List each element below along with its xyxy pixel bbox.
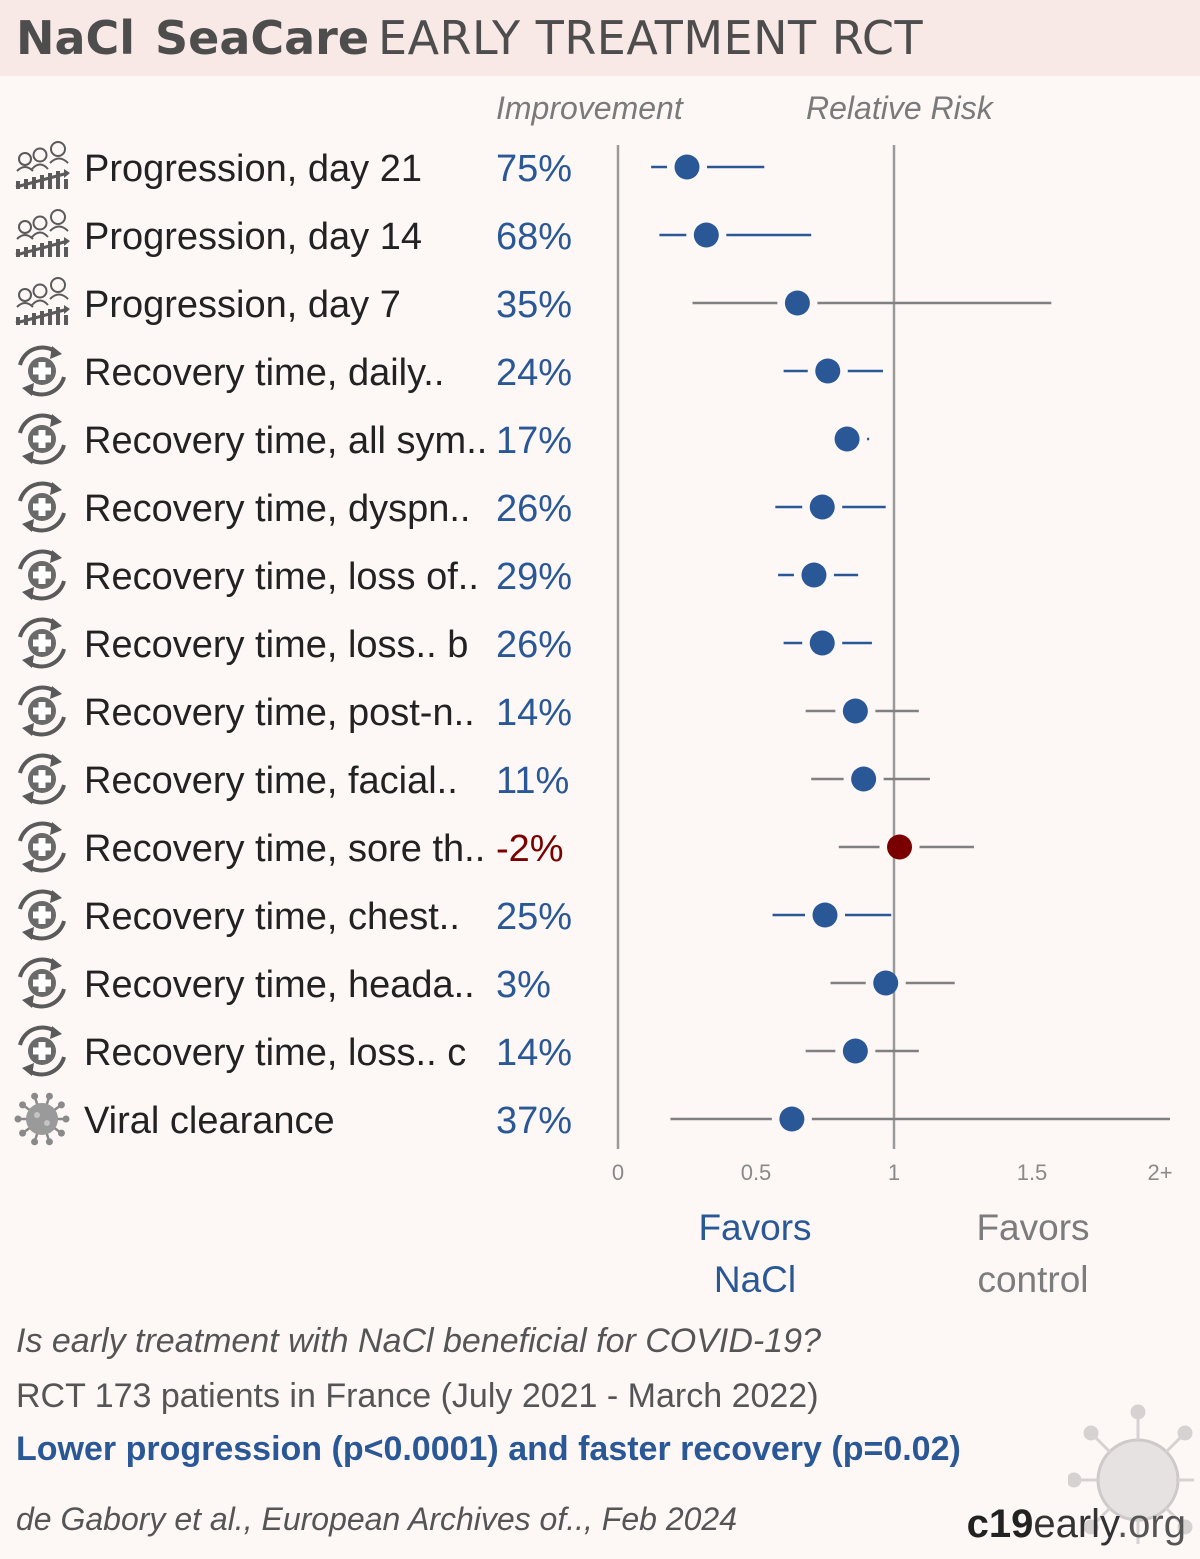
recovery-icon (18, 617, 66, 669)
trial-name: SeaCare (155, 11, 370, 65)
row-label: Recovery time, facial.. (84, 760, 458, 802)
x-tick-label: 0 (612, 1160, 624, 1185)
study-design: RCT 173 patients in France (July 2021 - … (16, 1377, 819, 1415)
row-label: Recovery time, daily.. (84, 352, 444, 394)
x-tick-label: 0.5 (741, 1160, 772, 1185)
point-estimate (812, 902, 838, 928)
row-label: Recovery time, chest.. (84, 896, 460, 938)
row-label: Recovery time, loss of.. (84, 556, 479, 598)
row-improvement: 35% (496, 284, 572, 326)
row-label: Recovery time, loss.. b (84, 624, 468, 666)
progression-icon (15, 277, 70, 325)
point-estimate (815, 358, 841, 384)
point-estimate (674, 154, 700, 180)
row-label: Recovery time, heada.. (84, 964, 475, 1006)
point-estimate (784, 290, 810, 316)
row-improvement: 14% (496, 692, 572, 734)
recovery-icon (18, 1025, 66, 1077)
brand-tld: .org (1117, 1502, 1186, 1546)
point-estimate (801, 562, 827, 588)
brand-bold: c19 (966, 1502, 1034, 1546)
point-estimate (834, 426, 860, 452)
row-improvement: 3% (496, 964, 551, 1006)
recovery-icon (18, 889, 66, 941)
row-improvement: 68% (496, 216, 572, 258)
recovery-icon (18, 345, 66, 397)
row-improvement: 37% (496, 1100, 572, 1142)
favors-treatment-line2: NaCl (713, 1259, 797, 1300)
row-improvement: 75% (496, 148, 572, 190)
progression-icon (15, 209, 70, 257)
point-estimate (779, 1106, 805, 1132)
row-improvement: 26% (496, 624, 572, 666)
relative-risk-column-header: Relative Risk (806, 90, 993, 126)
point-estimate (809, 630, 835, 656)
row-improvement: 14% (496, 1032, 572, 1074)
recovery-icon (18, 685, 66, 737)
recovery-icon (18, 413, 66, 465)
row-improvement: 24% (496, 352, 572, 394)
favors-treatment-label: Favors NaCl (645, 1202, 865, 1306)
virus-icon (14, 1092, 70, 1146)
recovery-icon (18, 481, 66, 533)
point-estimate (693, 222, 719, 248)
x-tick-label: 2+ (1147, 1160, 1172, 1185)
x-tick-label: 1 (888, 1160, 900, 1185)
row-label: Recovery time, dyspn.. (84, 488, 470, 530)
study-citation: de Gabory et al., European Archives of..… (16, 1501, 738, 1537)
improvement-column-header: Improvement (496, 90, 683, 126)
row-label: Progression, day 14 (84, 216, 422, 258)
row-improvement: 29% (496, 556, 572, 598)
point-estimate (873, 970, 899, 996)
progression-icon (15, 141, 70, 189)
recovery-icon (18, 753, 66, 805)
row-label: Progression, day 7 (84, 284, 401, 326)
recovery-icon (18, 821, 66, 873)
virus-watermark-icon (1068, 1404, 1194, 1544)
favors-control-line1: Favors (976, 1207, 1090, 1248)
row-label: Recovery time, loss.. c (84, 1032, 466, 1074)
brand-logo: c19early.org (967, 1500, 1186, 1548)
study-question: Is early treatment with NaCl beneficial … (16, 1322, 821, 1360)
forest-plot: 0 0.5 1 1.5 2+ Progression, day 21 75% Progress… (14, 141, 1173, 1185)
row-improvement: 17% (496, 420, 572, 462)
title-bar: NaCl SeaCare EARLY TREATMENT RCT (0, 0, 1200, 76)
brand-rest: early (1033, 1502, 1118, 1546)
point-estimate (809, 494, 835, 520)
point-estimate (887, 834, 913, 860)
point-estimate (842, 1038, 868, 1064)
row-label: Recovery time, sore th.. (84, 828, 485, 870)
point-estimate (851, 766, 877, 792)
row-label: Progression, day 21 (84, 148, 422, 190)
row-improvement: 26% (496, 488, 572, 530)
row-label: Recovery time, post-n.. (84, 692, 475, 734)
recovery-icon (18, 549, 66, 601)
favors-control-line2: control (977, 1259, 1089, 1300)
row-improvement: 25% (496, 896, 572, 938)
drug-name: NaCl (16, 11, 136, 65)
study-result: Lower progression (p<0.0001) and faster … (16, 1430, 961, 1468)
row-label: Viral clearance (84, 1100, 335, 1142)
point-estimate (842, 698, 868, 724)
row-label: Recovery time, all sym.. (84, 420, 487, 462)
favors-treatment-line1: Favors (698, 1207, 812, 1248)
row-improvement: 11% (496, 760, 569, 802)
trial-type: EARLY TREATMENT RCT (378, 11, 924, 65)
x-tick-label: 1.5 (1017, 1160, 1048, 1185)
row-improvement: -2% (496, 828, 564, 870)
favors-control-label: Favors control (923, 1202, 1143, 1306)
recovery-icon (18, 957, 66, 1009)
